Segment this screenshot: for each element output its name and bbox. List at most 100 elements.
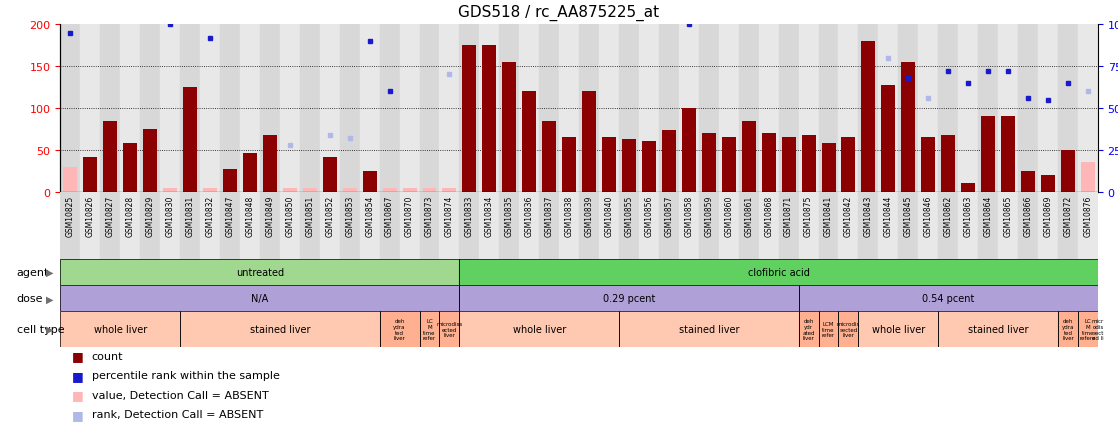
Bar — [300, 25, 320, 192]
Bar — [662, 131, 676, 192]
Bar — [439, 25, 459, 192]
Text: value, Detection Call = ABSENT: value, Detection Call = ABSENT — [92, 390, 268, 400]
Bar — [899, 192, 918, 260]
Bar — [659, 25, 679, 192]
Bar — [559, 25, 579, 192]
Bar — [60, 286, 459, 312]
Bar — [778, 25, 798, 192]
Text: GSM10838: GSM10838 — [565, 196, 574, 237]
Bar — [822, 144, 835, 192]
Text: GSM10862: GSM10862 — [944, 196, 953, 237]
Bar — [519, 192, 539, 260]
Bar — [619, 312, 798, 347]
Text: microdis
sected
liver: microdis sected liver — [836, 321, 860, 338]
Bar — [519, 25, 539, 192]
Text: whole liver: whole liver — [94, 325, 146, 334]
Bar — [280, 25, 300, 192]
Bar — [459, 192, 480, 260]
Text: GSM10845: GSM10845 — [903, 196, 912, 237]
Text: LCM
time
refer: LCM time refer — [822, 321, 835, 338]
Bar — [582, 92, 596, 192]
Bar — [180, 25, 200, 192]
Text: GSM10863: GSM10863 — [964, 196, 973, 237]
Bar — [699, 192, 719, 260]
Bar — [60, 260, 459, 286]
Text: clofibric acid: clofibric acid — [748, 268, 809, 277]
Bar — [343, 188, 357, 192]
Bar — [961, 184, 975, 192]
Bar — [798, 192, 818, 260]
Bar — [1058, 192, 1078, 260]
Text: GSM10871: GSM10871 — [784, 196, 793, 237]
Bar — [180, 312, 380, 347]
Text: ■: ■ — [72, 369, 84, 382]
Bar — [1078, 25, 1098, 192]
Bar — [283, 188, 296, 192]
Bar — [423, 188, 436, 192]
Text: deh
ydra
ted
liver: deh ydra ted liver — [1062, 318, 1074, 341]
Bar — [679, 192, 699, 260]
Bar — [60, 312, 180, 347]
Bar — [163, 188, 177, 192]
Text: GSM10830: GSM10830 — [165, 196, 174, 237]
Bar — [901, 63, 916, 192]
Bar — [879, 25, 899, 192]
Bar — [222, 170, 237, 192]
Bar — [682, 108, 695, 192]
Bar — [502, 63, 517, 192]
Bar — [702, 134, 716, 192]
Bar — [220, 25, 240, 192]
Bar — [1018, 25, 1038, 192]
Bar — [1081, 163, 1095, 192]
Bar — [1018, 192, 1038, 260]
Text: GSM10864: GSM10864 — [984, 196, 993, 237]
Bar — [480, 192, 500, 260]
Bar — [859, 312, 938, 347]
Bar — [64, 167, 77, 192]
Text: GSM10848: GSM10848 — [246, 196, 255, 237]
Text: ■: ■ — [72, 388, 84, 401]
Bar — [778, 192, 798, 260]
Text: percentile rank within the sample: percentile rank within the sample — [92, 371, 280, 380]
Bar — [399, 192, 419, 260]
Bar — [798, 286, 1098, 312]
Bar — [958, 25, 978, 192]
Bar — [459, 312, 619, 347]
Bar — [918, 25, 938, 192]
Bar — [240, 25, 259, 192]
Bar — [240, 192, 259, 260]
Bar — [881, 85, 896, 192]
Bar — [300, 192, 320, 260]
Bar — [1058, 25, 1078, 192]
Bar — [101, 192, 121, 260]
Text: GSM10876: GSM10876 — [1083, 196, 1092, 237]
Bar — [439, 312, 459, 347]
Bar — [1078, 312, 1098, 347]
Bar — [459, 260, 1098, 286]
Bar — [798, 286, 1098, 312]
Text: GSM10833: GSM10833 — [465, 196, 474, 237]
Bar — [280, 192, 300, 260]
Text: GSM10834: GSM10834 — [485, 196, 494, 237]
Text: dose: dose — [17, 294, 44, 303]
Bar — [439, 192, 459, 260]
Text: GSM10870: GSM10870 — [405, 196, 414, 237]
Bar — [459, 312, 619, 347]
Text: GSM10865: GSM10865 — [1004, 196, 1013, 237]
Bar — [80, 25, 101, 192]
Text: GSM10846: GSM10846 — [923, 196, 932, 237]
Text: count: count — [92, 351, 123, 361]
Bar — [998, 192, 1018, 260]
Bar — [938, 25, 958, 192]
Bar — [759, 25, 778, 192]
Bar — [340, 192, 360, 260]
Text: GSM10836: GSM10836 — [524, 196, 533, 237]
Bar — [818, 192, 838, 260]
Bar — [101, 25, 121, 192]
Bar — [183, 88, 197, 192]
Text: GSM10825: GSM10825 — [66, 196, 75, 237]
Text: micr
odis
sect
ed li: micr odis sect ed li — [1092, 318, 1103, 341]
Bar — [123, 144, 138, 192]
Bar — [180, 192, 200, 260]
Bar — [320, 25, 340, 192]
